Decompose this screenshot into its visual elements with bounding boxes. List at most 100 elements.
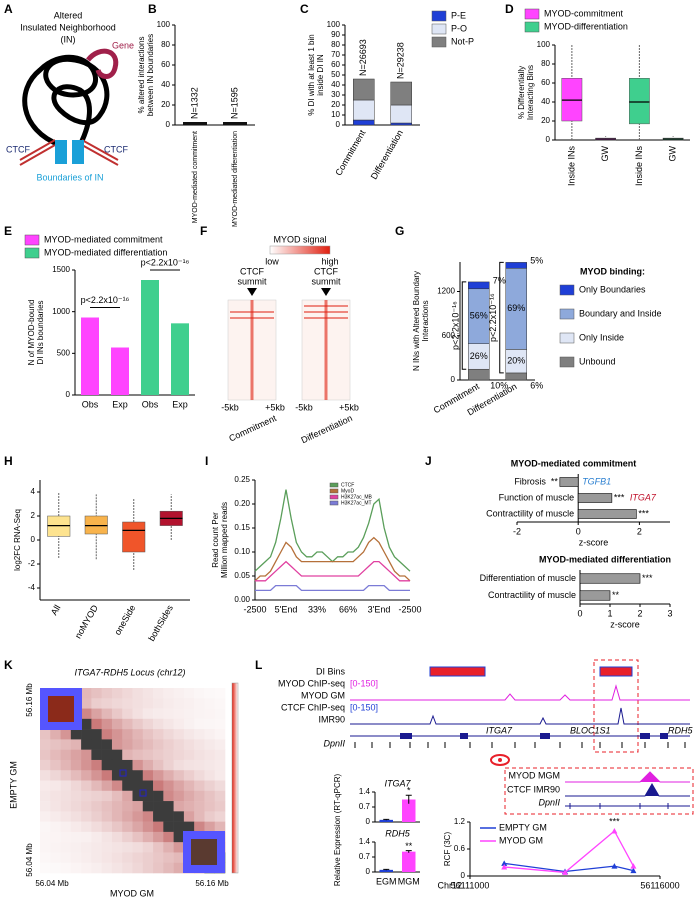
heatmap-cell: [101, 739, 113, 750]
segment-label: 56%: [470, 311, 488, 321]
heatmap-cell: [91, 759, 102, 771]
heatmap-cell: [163, 790, 174, 802]
heatmap-cell: [153, 688, 164, 699]
y-tick-label: -4: [28, 583, 36, 592]
heatmap-cell: [122, 739, 133, 750]
heatmap-cell: [173, 759, 185, 771]
locus-box: [119, 769, 127, 777]
y-axis-label: DI INs boundaries: [36, 300, 45, 364]
boundaries-label: Boundaries of IN: [36, 172, 103, 182]
heatmap-cell: [91, 780, 102, 792]
heatmap-cell: [91, 811, 102, 822]
heatmap-cell: [142, 698, 154, 709]
p-bracket: [499, 261, 504, 374]
x-tick-label: Commitment: [333, 128, 367, 178]
heatmap-cell: [70, 759, 82, 771]
box: [47, 515, 71, 537]
y-axis-label: Interactions: [421, 300, 430, 341]
heatmap-cell: [132, 729, 144, 740]
y-axis-label: log2FC RNA-Seq: [13, 509, 22, 571]
heatmap-cell: [81, 862, 92, 874]
heatmap-cell: [122, 708, 133, 720]
summit-label: summit: [312, 276, 341, 286]
summit-label: CTCF: [240, 266, 264, 276]
heatmap-cell: [91, 688, 102, 699]
bar-segment: [353, 99, 375, 121]
y-tick-label: 60: [331, 60, 340, 69]
line: [504, 862, 634, 873]
y-tick-label: 50: [331, 70, 340, 79]
inset: [48, 696, 74, 722]
heatmap-cell: [173, 811, 185, 822]
box: [122, 521, 146, 553]
track-range: [0-150]: [350, 702, 378, 712]
hic-k: ITGA7-RDH5 Locus (chr12) 56.16 Mb 56.04 …: [8, 667, 239, 898]
heatmap-cell: [214, 729, 226, 740]
heatmap-cell: [50, 729, 61, 740]
x-tick-label: 2: [637, 608, 642, 618]
heatmap-cell: [50, 749, 61, 761]
heatmap-cell: [50, 790, 61, 802]
x-tick-label: 2: [637, 526, 642, 536]
heatmap-cell: [101, 780, 113, 792]
x-axis-label: z-score: [579, 537, 609, 547]
heatmap-cell: [173, 739, 185, 750]
line: [504, 829, 634, 874]
y-tick-label: 0: [366, 867, 371, 876]
heatmap-cell: [81, 790, 92, 802]
legend-label: MyoD: [341, 488, 354, 494]
heatmap-cell: [214, 790, 226, 802]
heatmap-cell: [60, 790, 72, 802]
y-tick-label: 10: [331, 110, 340, 119]
heatmap-cell: [194, 770, 205, 781]
heatmap-cell: [70, 780, 82, 792]
heatmap-cell: [194, 811, 205, 822]
bar: [183, 122, 207, 125]
bar: [379, 869, 393, 872]
x-tick-label: -5kb: [221, 402, 239, 412]
heatmap-cell: [173, 749, 185, 761]
heatmap-cell: [163, 821, 174, 833]
heatmap-cell: [91, 790, 102, 802]
legend-swatch: [524, 21, 540, 33]
heatmap-cell: [163, 780, 174, 792]
heatmap-cell: [183, 811, 195, 822]
x-tick-label: 1: [607, 608, 612, 618]
track-label: DpnII: [323, 738, 345, 748]
heatmap-cell: [101, 698, 113, 709]
legend-label: Not-P: [451, 36, 474, 46]
heatmap-cell: [122, 842, 133, 853]
heatmap-cell: [122, 790, 133, 802]
marker: [501, 860, 508, 866]
heatmap-cell: [111, 729, 123, 740]
heatmap-cell: [81, 801, 92, 812]
y-tick-label: 0: [66, 390, 71, 399]
x-tick-label: Exp: [112, 399, 128, 409]
y-tick-label: 56.04 Mb: [25, 843, 34, 877]
y-tick-label: 30: [331, 90, 340, 99]
bar: [579, 590, 611, 601]
heatmap-cell: [204, 708, 216, 720]
heatmap-cell: [132, 801, 144, 812]
heatmap-cell: [132, 790, 144, 802]
heatmap-cell: [214, 780, 226, 792]
error-bar: [383, 868, 390, 871]
heatmap-cell: [163, 831, 174, 843]
heatmap-cell: [153, 821, 164, 833]
bar: [223, 122, 247, 125]
heatmap-cell: [40, 821, 51, 833]
colorbar: [231, 682, 239, 874]
heatmap-cell: [101, 801, 113, 812]
y-tick-label: 0.15: [234, 523, 250, 532]
heatmap-cell: [204, 698, 216, 709]
heatmap-cell: [60, 831, 72, 843]
heatmap-cell: [214, 708, 226, 720]
boundary: [55, 140, 67, 164]
heatmap-cell: [122, 852, 133, 864]
heatmap-cell: [183, 770, 195, 781]
line: [255, 584, 410, 592]
y-tick-label: 1000: [52, 307, 70, 316]
heatmap-cell: [153, 749, 164, 761]
heatmap-cell: [194, 801, 205, 812]
heatmap-cell: [122, 831, 133, 843]
